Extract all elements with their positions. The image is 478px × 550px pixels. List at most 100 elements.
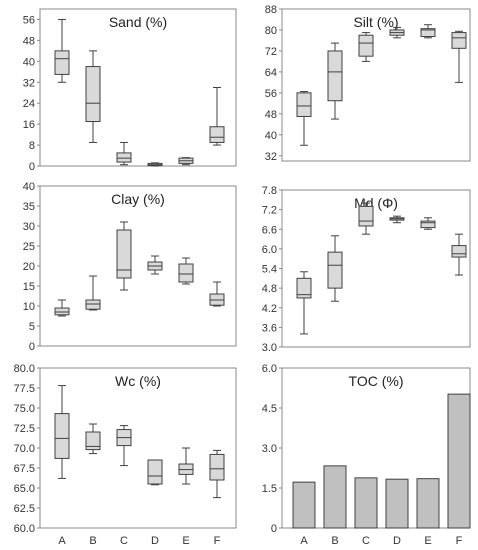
y-tick-label: 5 [29, 321, 35, 333]
box-B [327, 42, 343, 120]
y-tick-label: 70.0 [14, 443, 35, 455]
x-tick-label: E [424, 535, 431, 547]
box-A [54, 299, 70, 317]
x-tick-label: E [182, 535, 189, 547]
iqr-box [85, 431, 101, 451]
box-C [116, 425, 132, 467]
panel-6: 0 1.5 3.0 4.5 6.0 TOC (%) A B C D E F [262, 363, 471, 547]
panel-title: Sand (%) [109, 14, 167, 30]
panel-title: Silt (%) [353, 14, 398, 30]
y-tick-label: 0 [29, 341, 35, 353]
y-tick-label: 6.6 [262, 224, 277, 236]
y-tick-label: 32 [23, 77, 35, 89]
plot-frame [39, 8, 237, 167]
plot-frame [39, 185, 237, 347]
panel-3: 0 5 10 15 20 25 30 35 40 Clay (%) [23, 181, 237, 353]
y-tick-label: 4.2 [262, 303, 277, 315]
y-tick-label: 3.0 [262, 443, 277, 455]
panel-title: Wc (%) [115, 373, 161, 389]
y-tick-label: 7.8 [262, 185, 277, 197]
iqr-box [327, 251, 343, 289]
y-tick-label: 4.5 [262, 403, 277, 415]
x-tick-label: F [214, 535, 221, 547]
x-tick-label: A [300, 535, 308, 547]
y-tick-label: 77.5 [14, 383, 35, 395]
iqr-box [296, 277, 312, 299]
iqr-box [296, 92, 312, 117]
y-tick-label: 67.5 [14, 463, 35, 475]
box-B [85, 50, 101, 143]
iqr-box [209, 126, 225, 143]
iqr-box [116, 229, 132, 279]
box-E [420, 24, 436, 39]
box-C [116, 221, 132, 291]
y-tick-label: 48 [23, 35, 35, 47]
iqr-box [178, 263, 194, 283]
y-tick-label: 40 [265, 130, 277, 142]
box-A [296, 91, 312, 146]
y-tick-label: 0 [29, 161, 35, 173]
box-F [209, 281, 225, 307]
bar-D [385, 478, 409, 529]
panel-title: Clay (%) [111, 191, 165, 207]
iqr-box [358, 34, 374, 57]
y-tick-label: 40 [23, 181, 35, 193]
iqr-box [85, 299, 101, 310]
x-tick-label: C [362, 535, 370, 547]
box-A [54, 385, 70, 479]
y-tick-label: 40 [23, 56, 35, 68]
y-tick-label: 4.8 [262, 283, 277, 295]
y-tick-label: 32 [265, 151, 277, 163]
y-tick-label: 16 [23, 119, 35, 131]
iqr-box [420, 28, 436, 38]
iqr-box [54, 413, 70, 459]
y-tick-label: 75.0 [14, 403, 35, 415]
y-tick-label: 5.4 [262, 264, 277, 276]
box-D [147, 459, 163, 486]
y-tick-label: 3.0 [262, 342, 277, 354]
box-C [358, 202, 374, 235]
bar-F [447, 393, 471, 529]
y-tick-label: 20 [23, 261, 35, 273]
iqr-box [451, 245, 467, 258]
y-tick-label: 64 [265, 67, 277, 79]
y-tick-label: 6.0 [262, 244, 277, 256]
iqr-box [147, 459, 163, 485]
bar-E [416, 478, 440, 529]
box-B [85, 423, 101, 455]
iqr-box [54, 50, 70, 75]
panel-4: 3.03.64.24.85.46.06.67.27.8Md (Φ) [262, 185, 471, 354]
iqr-box [85, 66, 101, 123]
box-D [147, 162, 163, 167]
y-tick-label: 56 [265, 88, 277, 100]
x-tick-label: B [331, 535, 338, 547]
plot-frame [281, 8, 471, 162]
iqr-box [358, 205, 374, 227]
y-tick-label: 1.5 [262, 483, 277, 495]
y-tick-label: 8 [29, 140, 35, 152]
panel-1: 0 8 16 24 32 40 48 56 Sand (%) [23, 8, 237, 173]
box-F [451, 233, 467, 276]
x-tick-label: B [89, 535, 96, 547]
box-A [54, 18, 70, 83]
y-tick-label: 80 [265, 25, 277, 37]
y-tick-label: 24 [23, 98, 35, 110]
iqr-box [451, 32, 467, 49]
iqr-box [209, 453, 225, 481]
x-tick-label: D [151, 535, 159, 547]
bar-B [323, 465, 347, 529]
x-tick-label: C [120, 535, 128, 547]
panel-5: 60.0 62.5 65.0 67.5 70.0 72.5 75.0 77.5 80.0 Wc (… [14, 363, 237, 547]
box-E [178, 157, 194, 166]
box-B [85, 275, 101, 311]
y-tick-label: 62.5 [14, 503, 35, 515]
y-tick-label: 15 [23, 281, 35, 293]
box-B [327, 235, 343, 302]
plot-frame [281, 189, 471, 348]
y-tick-label: 72 [265, 46, 277, 58]
y-tick-label: 35 [23, 201, 35, 213]
box-D [389, 215, 405, 224]
y-tick-label: 7.2 [262, 205, 277, 217]
iqr-box [327, 50, 343, 102]
